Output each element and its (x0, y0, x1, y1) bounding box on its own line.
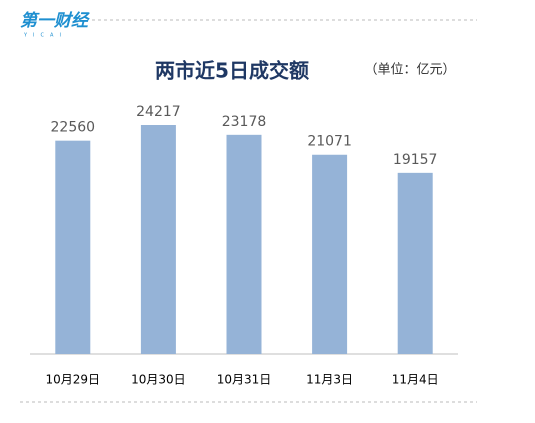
value-label: 19157 (393, 152, 438, 168)
value-label: 22560 (51, 120, 96, 136)
logo-text: 第一财经 (20, 11, 90, 31)
logo-sub: YICAI (23, 33, 67, 39)
unit-note: （单位：亿元） (364, 63, 455, 78)
x-tick-label: 10月31日 (217, 373, 272, 387)
chart-title: 两市近5日成交额 (155, 59, 309, 83)
value-label: 21071 (307, 134, 352, 150)
x-tick-label: 10月30日 (131, 373, 186, 387)
bar (226, 134, 262, 354)
x-tick-label: 11月4日 (392, 373, 439, 387)
x-tick-label: 10月29日 (46, 373, 101, 387)
value-label: 23178 (222, 114, 267, 130)
bar (397, 172, 433, 354)
bar (312, 154, 348, 354)
value-label: 24217 (136, 104, 181, 120)
bar (140, 125, 176, 354)
x-tick-label: 11月3日 (306, 373, 353, 387)
bar (55, 140, 91, 354)
